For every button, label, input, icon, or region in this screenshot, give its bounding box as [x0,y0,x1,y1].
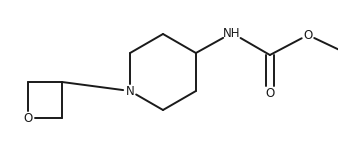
Text: NH: NH [223,27,241,39]
Text: O: O [265,86,274,100]
Text: O: O [23,111,33,125]
Text: O: O [303,29,313,41]
Text: N: N [126,84,135,98]
